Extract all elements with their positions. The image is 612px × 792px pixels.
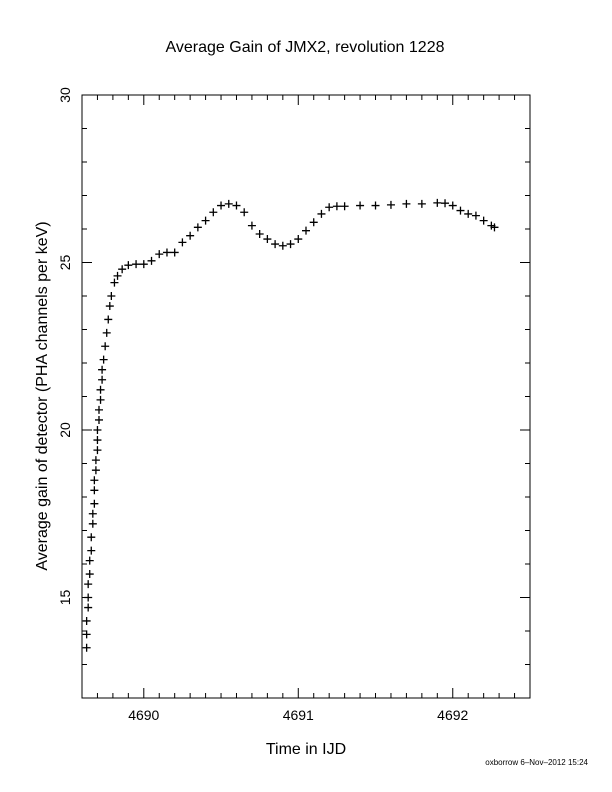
data-point	[456, 206, 465, 215]
data-point	[87, 546, 96, 555]
x-tick-label: 4692	[437, 707, 468, 723]
data-point	[278, 241, 287, 250]
data-point	[441, 199, 450, 208]
footer-stamp: oxborrow 6–Nov–2012 15:24	[485, 758, 588, 767]
data-point	[294, 235, 303, 244]
data-point	[286, 240, 295, 249]
data-point	[386, 200, 395, 209]
data-point	[91, 456, 100, 465]
data-point	[186, 231, 195, 240]
plot-frame	[81, 94, 531, 699]
data-point	[90, 476, 99, 485]
data-point	[193, 223, 202, 232]
data-point	[94, 415, 103, 424]
data-point	[371, 201, 380, 210]
data-point	[82, 616, 91, 625]
data-point	[224, 199, 233, 208]
y-axis-label: Average gain of detector (PHA channels p…	[34, 221, 51, 570]
data-point	[98, 365, 107, 374]
data-point	[178, 238, 187, 247]
x-tick-label: 4690	[128, 707, 159, 723]
data-point	[101, 342, 110, 351]
data-point	[104, 315, 113, 324]
data-point	[90, 499, 99, 508]
data-point	[271, 240, 280, 249]
data-point	[90, 486, 99, 495]
y-axis: 15 20 25 30	[57, 87, 530, 699]
data-point	[302, 226, 310, 235]
data-point	[309, 218, 318, 227]
data-point	[170, 248, 179, 257]
data-point	[99, 355, 108, 364]
data-point	[94, 405, 103, 414]
data-point	[91, 466, 100, 475]
data-point	[471, 211, 480, 220]
data-point	[118, 265, 127, 274]
data-point	[84, 593, 93, 602]
data-point	[102, 328, 111, 337]
data-point	[247, 221, 256, 230]
data-point	[464, 209, 473, 218]
chart-title: Average Gain of JMX2, revolution 1228	[166, 39, 445, 56]
data-point	[201, 216, 210, 225]
data-point	[255, 230, 264, 239]
data-point	[93, 446, 102, 455]
data-point	[96, 385, 105, 394]
data-point	[110, 278, 119, 287]
data-point	[85, 556, 94, 565]
data-point	[139, 260, 148, 269]
data-point	[263, 235, 272, 244]
x-axis-label: Time in IJD	[266, 741, 346, 758]
data-point	[84, 580, 93, 589]
data-point	[87, 533, 96, 542]
data-point	[217, 201, 226, 210]
y-tick-label: 20	[57, 422, 73, 438]
data-point	[340, 202, 349, 211]
data-point	[232, 201, 241, 210]
data-point	[490, 223, 499, 232]
data-point	[82, 643, 91, 652]
data-point	[88, 519, 97, 528]
data-point	[356, 201, 365, 210]
data-point	[82, 630, 91, 639]
data-point	[124, 261, 133, 270]
x-axis: 4690 4691 4692	[81, 95, 531, 723]
data-point	[332, 202, 341, 211]
data-point	[105, 302, 114, 311]
data-point	[162, 248, 171, 257]
data-point	[402, 199, 411, 208]
y-tick-label: 25	[57, 255, 73, 271]
x-tick-label: 4691	[283, 707, 314, 723]
data-point	[325, 203, 334, 212]
data-point	[240, 208, 249, 217]
data-point	[147, 256, 156, 265]
y-tick-label: 30	[57, 87, 73, 103]
data-point	[96, 395, 105, 404]
data-point	[113, 271, 122, 280]
data-point	[417, 199, 426, 208]
data-point	[98, 375, 107, 384]
data-point	[155, 250, 164, 259]
data-point	[93, 436, 102, 445]
data-point	[317, 209, 326, 218]
data-point	[479, 216, 488, 225]
data-point	[84, 603, 93, 612]
data-point	[132, 260, 141, 269]
data-point	[209, 208, 218, 217]
y-tick-label: 15	[57, 590, 73, 606]
data-point	[448, 201, 457, 210]
data-point	[93, 426, 102, 434]
data-points	[82, 198, 499, 652]
data-point	[107, 292, 116, 300]
data-point	[85, 570, 94, 579]
data-point	[88, 509, 97, 518]
data-point	[433, 198, 442, 207]
